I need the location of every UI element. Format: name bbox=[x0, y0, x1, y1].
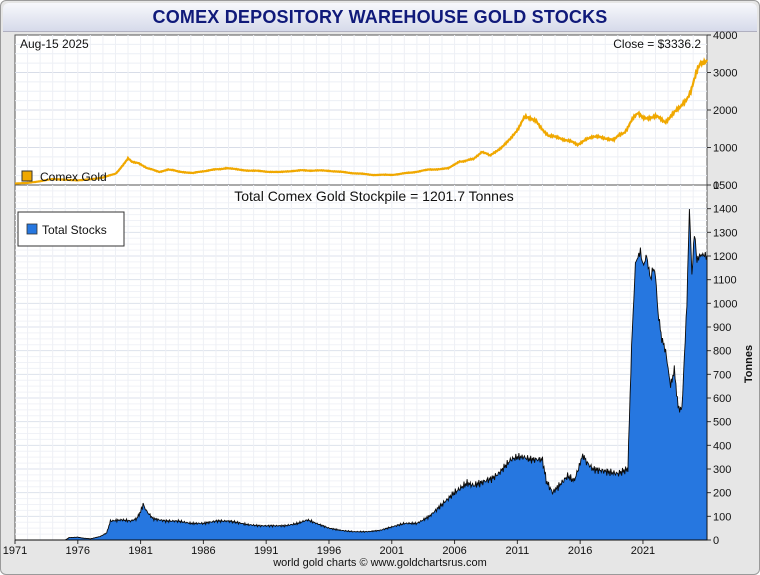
gold-legend-swatch bbox=[21, 170, 33, 182]
gold-y-ticks: 0 1000 2000 3000 4000 bbox=[707, 30, 737, 192]
x-tick-label: 1976 bbox=[66, 545, 90, 557]
stocks-y-tick-label: 0 bbox=[713, 535, 719, 547]
x-tick-label: 2006 bbox=[442, 545, 466, 557]
gold-price-line bbox=[15, 57, 708, 185]
gold-date-label: Aug-15 2025 bbox=[20, 37, 89, 51]
stocks-y-tick-label: 100 bbox=[713, 511, 731, 523]
x-tick-label: 2001 bbox=[380, 545, 404, 557]
stocks-y-tick-label: 1300 bbox=[713, 227, 737, 239]
stocks-y-tick-label: 300 bbox=[713, 464, 731, 476]
x-tick-label: 1996 bbox=[317, 545, 341, 557]
chart-title: COMEX DEPOSITORY WAREHOUSE GOLD STOCKS bbox=[152, 7, 608, 27]
stocks-y-tick-label: 500 bbox=[713, 417, 731, 429]
stocks-area bbox=[15, 208, 708, 541]
gold-close-label: Close = $3336.2 bbox=[613, 37, 701, 51]
gold-legend-label: Comex Gold bbox=[40, 170, 107, 184]
gold-y-tick-label: 2000 bbox=[713, 105, 737, 117]
gold-grid bbox=[15, 35, 707, 185]
stocks-y-tick-label: 700 bbox=[713, 369, 731, 381]
stocks-y-tick-label: 1500 bbox=[713, 180, 737, 192]
stocks-title: Total Comex Gold Stockpile = 1201.7 Tonn… bbox=[234, 188, 514, 204]
title-bar: COMEX DEPOSITORY WAREHOUSE GOLD STOCKS bbox=[3, 3, 757, 32]
stocks-y-tick-label: 1000 bbox=[713, 298, 737, 310]
gold-y-tick-label: 1000 bbox=[713, 143, 737, 155]
x-tick-label: 1971 bbox=[3, 545, 27, 557]
footer-credit: world gold charts © www.goldchartsrus.co… bbox=[273, 557, 487, 569]
gold-y-tick-label: 3000 bbox=[713, 68, 737, 80]
stocks-y-axis-label: Tonnes bbox=[743, 345, 755, 383]
x-tick-label: 1986 bbox=[191, 545, 215, 557]
gold-y-tick-label: 0 bbox=[713, 180, 719, 192]
x-tick-label: 1991 bbox=[254, 545, 278, 557]
x-tick-label: 2016 bbox=[568, 545, 592, 557]
stocks-y-tick-label: 1400 bbox=[713, 204, 737, 216]
stocks-y-tick-label: 600 bbox=[713, 393, 731, 405]
stocks-y-tick-label: 900 bbox=[713, 322, 731, 334]
x-tick-label: 2021 bbox=[631, 545, 655, 557]
gold-y-tick-label: 4000 bbox=[713, 30, 737, 42]
stocks-y-tick-label: 800 bbox=[713, 346, 731, 358]
stocks-legend-label: Total Stocks bbox=[42, 223, 107, 237]
stocks-legend-swatch bbox=[26, 223, 38, 235]
stocks-y-tick-label: 400 bbox=[713, 440, 731, 452]
stocks-y-ticks: 0 100 200 300 400 500 600 700 800 900 1000 1100 1200… bbox=[707, 180, 737, 547]
stocks-x-ticks: 1971 1976 1981 1986 1991 1996 2001 2006 2011 2016… bbox=[3, 540, 655, 557]
stocks-y-tick-label: 200 bbox=[713, 488, 731, 500]
stocks-y-tick-label: 1100 bbox=[713, 275, 737, 287]
x-tick-label: 2011 bbox=[506, 545, 530, 557]
stocks-y-tick-label: 1200 bbox=[713, 251, 737, 263]
x-tick-label: 1981 bbox=[128, 545, 152, 557]
